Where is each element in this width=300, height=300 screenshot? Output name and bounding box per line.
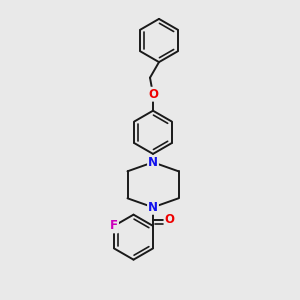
Text: F: F: [110, 219, 118, 232]
Text: N: N: [148, 201, 158, 214]
Text: O: O: [164, 213, 175, 226]
Text: N: N: [148, 156, 158, 169]
Text: O: O: [148, 88, 158, 101]
